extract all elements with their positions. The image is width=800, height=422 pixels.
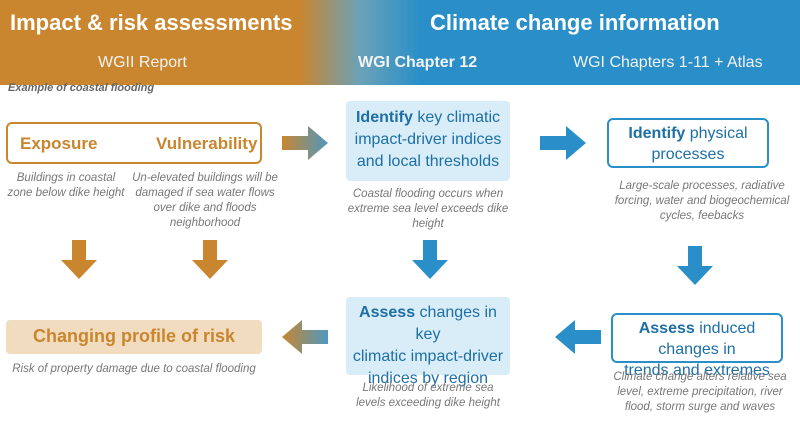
exposure-caption: Buildings in coastal zone below dike hei… [7,172,125,199]
risk-caption: Risk of property damage due to coastal f… [12,363,256,375]
assess-changes-line1: changes in key [415,304,497,343]
identify-physical-line1: physical [685,125,748,142]
arrow-right-blue-icon [540,126,586,160]
assess-induced-box: Assess induced changes in trends and ext… [611,313,783,379]
exposure-label: Exposure [20,134,98,153]
exposure-vulnerability-box: Exposure Vulnerability [6,122,262,164]
assess-induced-verb: Assess [638,320,695,337]
header-banner [0,0,800,85]
identify-indices-line2: impact-driver indices [354,131,502,148]
identify-indices-line3: and local thresholds [356,153,500,170]
arrow-down-blue-icon [412,240,448,279]
example-note: Example of coastal flooding [8,82,155,94]
risk-profile-label: Changing profile of risk [32,326,235,346]
arrow-left-gradient-icon [282,320,328,354]
wgii-report-label: WGII Report [98,54,187,71]
climate-info-title: Climate change information [430,10,720,35]
identify-verb: Identify [355,109,413,126]
identify-physical-caption: Large-scale processes, radiative forcing… [614,180,790,222]
risk-profile-box: Changing profile of risk [6,320,262,354]
identify-indices-box: Identify key climatic impact-driver indi… [346,101,510,181]
wgi-chapters-atlas-label: WGI Chapters 1-11 + Atlas [573,54,763,71]
assess-changes-box: Assess changes in key climatic impact-dr… [346,297,510,387]
assess-verb: Assess [359,304,416,321]
arrow-down-orange-icon [192,240,228,279]
assess-changes-line2: climatic impact-driver [352,348,504,365]
assess-changes-line3: indices by region [367,370,489,387]
identify-physical-verb: Identify [628,125,686,142]
wgi-chapter12-label: WGI Chapter 12 [358,54,478,71]
identify-indices-caption: Coastal flooding occurs when extreme sea… [347,188,509,230]
assess-induced-line1: induced changes in [658,320,756,358]
assess-induced-caption: Climate change alters relative sea level… [613,371,787,413]
arrow-down-blue-icon [677,246,713,285]
vulnerability-label: Vulnerability [156,134,258,153]
vulnerability-caption: Un-elevated buildings will be damaged if… [132,172,278,229]
identify-indices-line1: key climatic [412,109,500,126]
assess-changes-caption: Likelihood of extreme sea levels exceedi… [356,382,500,409]
arrow-down-orange-icon [61,240,97,279]
identify-physical-box: Identify physical processes [607,118,769,168]
arrow-right-gradient-icon [282,126,328,160]
assess-induced-line2: trends and extremes [624,362,770,379]
identify-physical-line2: processes [651,146,725,163]
impact-risk-title: Impact & risk assessments [10,10,293,35]
arrow-left-blue-icon [555,320,601,354]
